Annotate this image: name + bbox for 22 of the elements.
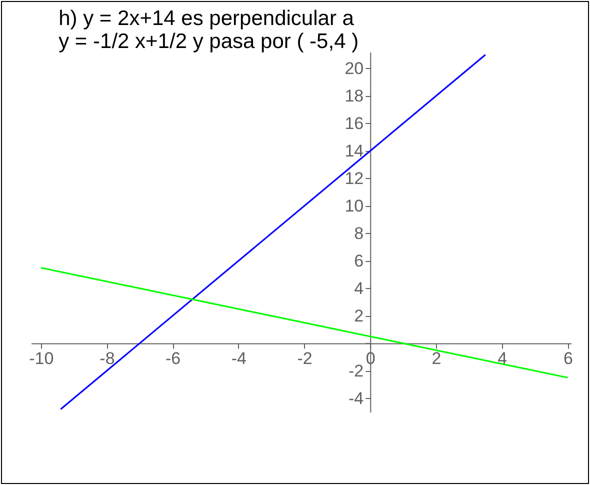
y-tick-label: 10 [344,196,364,216]
x-tick-label: -2 [297,348,312,368]
y-tick-label: -4 [348,388,364,408]
x-tick-label: -10 [29,348,54,368]
y-tick-label: 8 [354,224,364,243]
x-tick-label: -8 [100,348,115,368]
x-tick-label: -4 [231,348,246,368]
x-tick-label: 6 [563,348,573,368]
y-tick-label: 18 [344,86,364,106]
y-tick-label: 4 [354,278,364,298]
text: h) y = 2x+14 es perpendicular a [58,7,354,30]
y-tick-label: 16 [344,114,364,133]
y-tick-label: 2 [354,306,364,326]
y-tick-label: -2 [348,361,364,380]
x-tick-label: 4 [498,348,508,368]
text: y = -1/2 x+1/2 y pasa por ( -5,4 ) [58,30,359,53]
y-tick-label: 12 [344,168,364,188]
y-tick-label: 14 [344,141,364,160]
x-tick-label: 2 [432,348,442,368]
x-tick-label: -6 [166,348,181,368]
y-tick-label: 6 [354,251,364,270]
y-tick-label: 20 [344,58,364,78]
